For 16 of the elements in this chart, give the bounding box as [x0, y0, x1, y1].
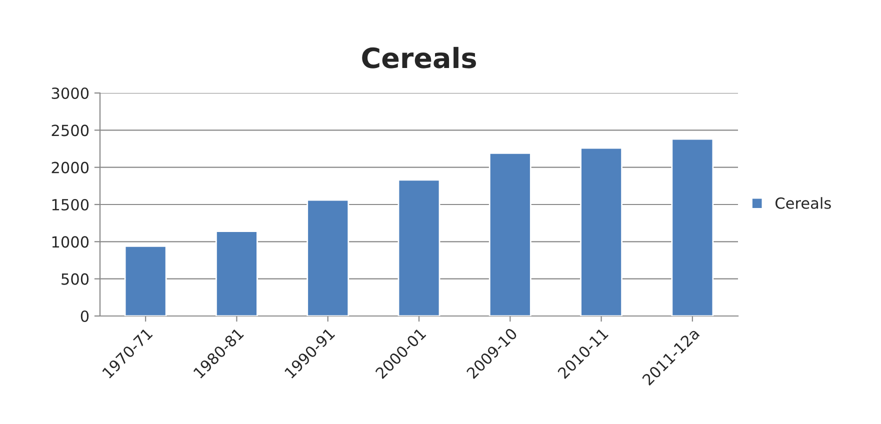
- y-tick-label: 1500: [52, 198, 89, 211]
- bar: [306, 199, 350, 316]
- y-tick-label: 500: [62, 273, 89, 285]
- bar: [398, 179, 440, 316]
- bar: [580, 147, 622, 316]
- y-tick-label: 2000: [52, 162, 89, 174]
- y-tick-label: 1000: [52, 236, 89, 248]
- y-tick-label: 3000: [52, 87, 89, 100]
- chart-title: Cereals: [362, 46, 476, 68]
- legend-label: Cereals: [776, 197, 831, 209]
- y-tick-label: 0: [80, 310, 89, 322]
- bar: [124, 245, 167, 316]
- bar: [216, 230, 258, 316]
- bar: [671, 138, 714, 316]
- bar: [488, 152, 532, 316]
- y-tick-label: 2500: [52, 124, 89, 136]
